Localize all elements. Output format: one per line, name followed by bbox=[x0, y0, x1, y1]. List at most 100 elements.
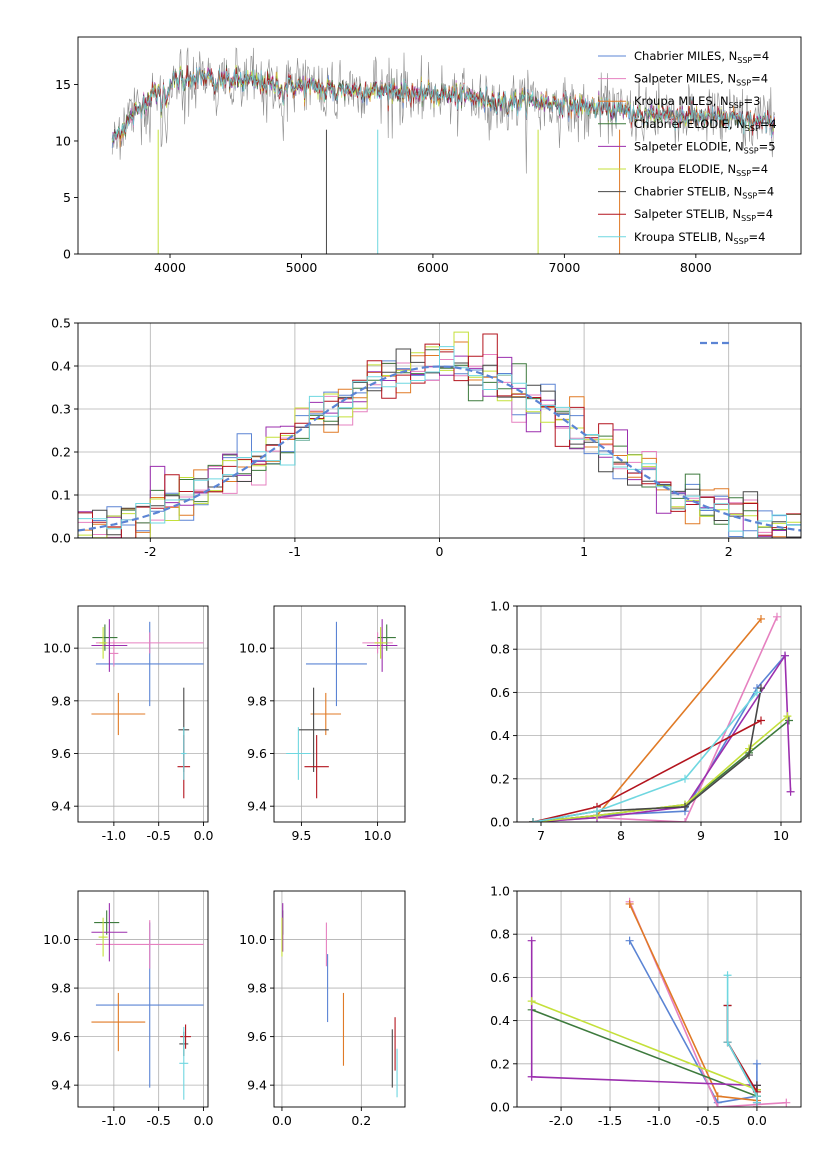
y-tick-label: 0.4 bbox=[490, 728, 510, 743]
weight-line bbox=[531, 1000, 758, 1097]
x-tick-label: 6000 bbox=[417, 260, 449, 275]
weight-line bbox=[628, 901, 787, 1107]
x-tick-label: -2.0 bbox=[549, 1113, 573, 1128]
y-tick-label: 0.6 bbox=[490, 970, 510, 985]
x-tick-label: 0.0 bbox=[194, 828, 214, 843]
x-tick-label: 7000 bbox=[548, 260, 580, 275]
y-tick-label: 0.0 bbox=[490, 1100, 510, 1115]
legend-label-tail: =4 bbox=[757, 185, 774, 199]
x-tick-label: 10 bbox=[773, 828, 789, 843]
legend-entry: Kroupa STELIB, NSSP=4 bbox=[634, 230, 765, 246]
y-tick-label: 10 bbox=[55, 133, 71, 148]
plot-area-age_vs_mass bbox=[286, 619, 398, 799]
weight-marker bbox=[782, 1098, 791, 1107]
weight-marker bbox=[752, 1059, 761, 1068]
legend-label-sub: SSP bbox=[745, 124, 760, 133]
legend-label-sub: SSP bbox=[742, 192, 757, 201]
x-tick-label: 9.5 bbox=[291, 828, 311, 843]
model-spectrum bbox=[111, 64, 776, 140]
data-spectrum bbox=[111, 47, 775, 174]
y-tick-label: 9.6 bbox=[247, 746, 267, 761]
y-tick-label: 9.8 bbox=[51, 693, 71, 708]
x-tick-label: -1.5 bbox=[598, 1113, 622, 1128]
legend-label-sub: SSP bbox=[741, 214, 756, 223]
legend-label-main: Chabrier STELIB, N bbox=[634, 185, 742, 199]
y-tick-label: 0 bbox=[63, 247, 71, 262]
axes-massweight_vs_age: 7 8 9 10 0.0 0.2 0.4 0.6 0.8 1.0 bbox=[490, 599, 802, 843]
weight-marker bbox=[757, 614, 765, 623]
histogram-series bbox=[78, 346, 801, 538]
axes-mass_vs_Z: -1.0 -0.5 0.0 9.4 9.6 9.8 10.0 bbox=[43, 890, 214, 1128]
y-tick-label: 10.0 bbox=[43, 641, 71, 656]
weight-marker bbox=[723, 971, 732, 980]
y-tick-label: 0.8 bbox=[490, 642, 510, 657]
weight-marker bbox=[527, 936, 536, 945]
legend-label-tail: =4 bbox=[752, 49, 769, 63]
plot-area-mass_vs_Z bbox=[91, 903, 204, 1100]
weight-marker bbox=[745, 751, 753, 760]
weight-line bbox=[530, 940, 758, 1103]
axes-frame bbox=[516, 605, 802, 823]
normal-curve bbox=[78, 365, 801, 532]
legend-label-main: Chabrier ELODIE, N bbox=[634, 117, 745, 131]
x-tick-label: 0.2 bbox=[351, 1113, 371, 1128]
y-tick-label: 0.2 bbox=[51, 445, 71, 460]
plot-area-spectrum bbox=[111, 47, 776, 254]
x-tick-label: -1.0 bbox=[102, 828, 126, 843]
y-tick-label: 9.6 bbox=[51, 1029, 71, 1044]
y-tick-label: 0.6 bbox=[490, 685, 510, 700]
weight-marker bbox=[681, 802, 689, 811]
x-tick-label: 0 bbox=[436, 544, 444, 559]
plot-area-age_vs_Z bbox=[91, 619, 204, 799]
axes-frame bbox=[77, 605, 209, 823]
legend-label-main: Kroupa STELIB, N bbox=[634, 230, 734, 244]
y-tick-label: 9.8 bbox=[51, 981, 71, 996]
legend-entry: Chabrier STELIB, NSSP=4 bbox=[634, 185, 774, 201]
legend-entry: Chabrier ELODIE, NSSP=4 bbox=[634, 117, 777, 133]
x-tick-label: 1 bbox=[580, 544, 588, 559]
legend-entry: Kroupa MILES, NSSP=3 bbox=[634, 94, 760, 110]
weight-marker bbox=[681, 774, 689, 783]
weight-marker bbox=[625, 899, 634, 908]
legend-label-tail: =4 bbox=[751, 162, 768, 176]
legend-label-tail: =4 bbox=[751, 72, 768, 86]
weight-line bbox=[532, 715, 788, 822]
y-tick-label: 5 bbox=[63, 190, 71, 205]
x-tick-label: -1.0 bbox=[647, 1113, 671, 1128]
weight-marker bbox=[757, 684, 765, 693]
axes-frame bbox=[77, 36, 802, 255]
model-spectrum bbox=[111, 66, 776, 142]
legend-entry: Chabrier MILES, NSSP=4 bbox=[634, 49, 769, 65]
weight-line bbox=[532, 616, 778, 822]
y-tick-label: 9.6 bbox=[51, 746, 71, 761]
axes-frame bbox=[273, 890, 406, 1108]
weight-marker bbox=[681, 818, 689, 822]
x-tick-label: 9 bbox=[697, 828, 705, 843]
x-tick-label: 5000 bbox=[286, 260, 318, 275]
y-tick-label: 10.0 bbox=[239, 641, 267, 656]
y-tick-label: 1.0 bbox=[490, 599, 510, 614]
weight-marker bbox=[593, 807, 601, 816]
y-tick-label: 0.4 bbox=[51, 359, 71, 374]
x-tick-label: 2 bbox=[725, 544, 733, 559]
plot-area-mass_vs_EBV bbox=[281, 903, 398, 1098]
x-tick-label: 0.0 bbox=[194, 1113, 214, 1128]
y-tick-label: 0.8 bbox=[490, 927, 510, 942]
legend-label-main: Salpeter ELODIE, N bbox=[634, 139, 744, 153]
axes-frame bbox=[273, 605, 406, 823]
y-tick-label: 0.1 bbox=[51, 488, 71, 503]
weight-marker bbox=[773, 612, 781, 621]
weight-marker bbox=[783, 712, 792, 721]
weight-marker bbox=[713, 1103, 722, 1107]
legend-label-tail: =5 bbox=[759, 139, 776, 153]
legend-label-sub: SSP bbox=[736, 79, 751, 88]
legend-label-main: Salpeter MILES, N bbox=[634, 72, 736, 86]
plot-area-massweight_vs_age bbox=[529, 612, 795, 822]
legend-label-main: Kroupa ELODIE, N bbox=[634, 162, 736, 176]
axes-residuals: -2 -1 0 1 2 0.0 0.1 0.2 0.3 0.4 0.5 bbox=[51, 316, 802, 559]
weight-marker bbox=[723, 1038, 732, 1047]
x-tick-label: 7 bbox=[537, 828, 545, 843]
legend-entry: Kroupa ELODIE, NSSP=4 bbox=[634, 162, 768, 178]
y-tick-label: 9.8 bbox=[247, 981, 267, 996]
